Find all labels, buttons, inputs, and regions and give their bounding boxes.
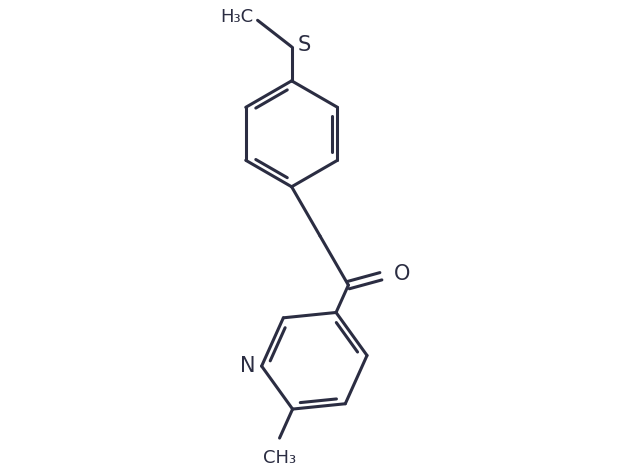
Text: O: O (394, 264, 410, 284)
Text: CH₃: CH₃ (263, 449, 296, 467)
Text: H₃C: H₃C (221, 8, 254, 26)
Text: S: S (298, 35, 310, 55)
Text: N: N (241, 356, 256, 376)
